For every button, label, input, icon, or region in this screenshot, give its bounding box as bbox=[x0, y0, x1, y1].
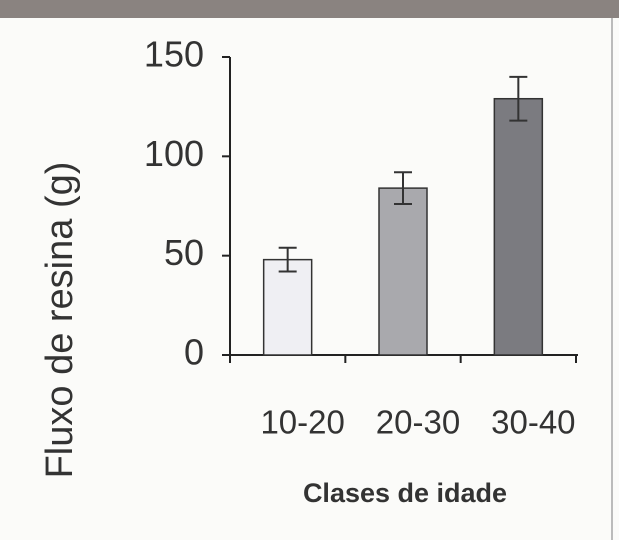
y-tick-label: 100 bbox=[144, 133, 204, 174]
chart: Fluxo de resina (g) Clases de idade 0 50 1… bbox=[0, 0, 619, 540]
y-tick-label: 50 bbox=[164, 232, 204, 273]
y-tick-label: 0 bbox=[184, 332, 204, 373]
x-tick-label: 30-40 bbox=[491, 404, 575, 441]
bar bbox=[264, 260, 312, 355]
y-axis-label: Fluxo de resina (g) bbox=[39, 162, 81, 479]
bar bbox=[379, 188, 427, 355]
y-tick-label: 150 bbox=[144, 34, 204, 75]
photo-strip bbox=[0, 0, 619, 18]
bar bbox=[494, 99, 542, 355]
x-axis-label: Clases de idade bbox=[303, 478, 507, 508]
x-tick-label: 10-20 bbox=[260, 404, 344, 441]
x-tick-label: 20-30 bbox=[376, 404, 460, 441]
